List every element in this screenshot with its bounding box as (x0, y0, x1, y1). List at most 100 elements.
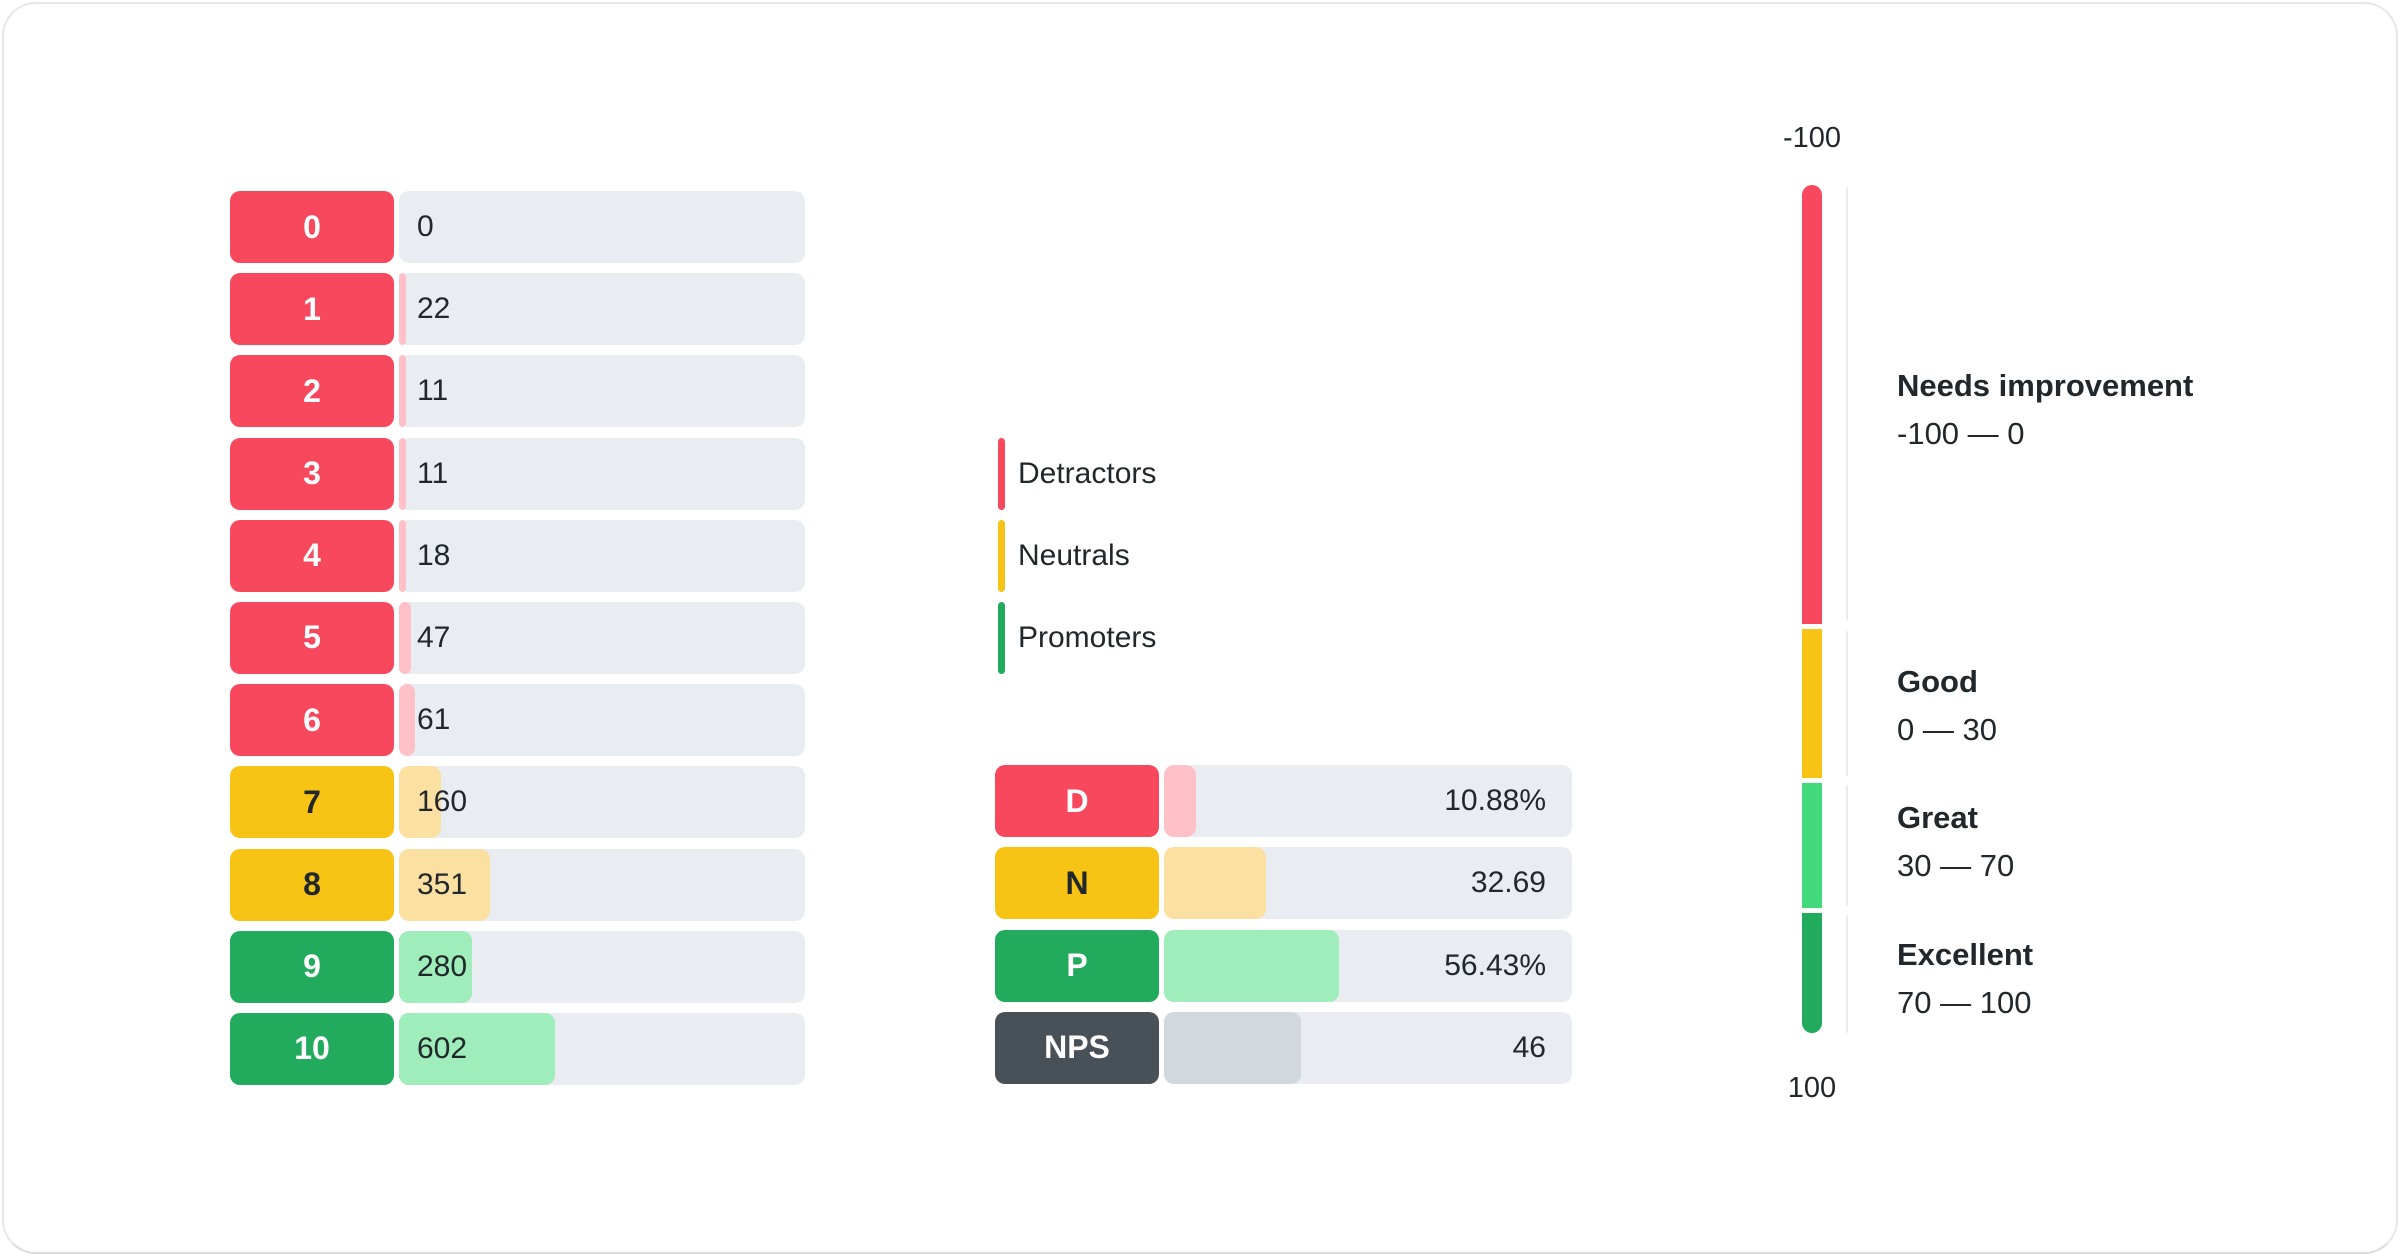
score-track-6: 61 (399, 684, 805, 757)
score-row-2: 2 11 (230, 355, 805, 428)
gauge-axis-top-label: -100 (1782, 122, 1842, 154)
gauge-divider-segment (1846, 785, 1848, 906)
gauge-divider-segment (1846, 187, 1848, 620)
score-value-6: 61 (417, 703, 451, 737)
score-row-0: 0 0 (230, 191, 805, 263)
legend-label-detractors: Detractors (1018, 457, 1157, 490)
gauge-zone-good (1802, 629, 1822, 778)
score-row-3: 3 11 (230, 437, 805, 510)
score-fill-10 (399, 1012, 556, 1085)
summary-row-promoters: P 56.43% (995, 929, 1572, 1002)
zone-title: Good (1897, 664, 1978, 699)
score-row-5: 5 47 (230, 601, 805, 674)
score-label-0: 0 (230, 191, 394, 263)
score-value-2: 11 (417, 374, 449, 408)
score-track-9: 280 (399, 930, 805, 1003)
summary-fill-p (1164, 929, 1340, 1002)
summary-value-d: 10.88% (1444, 784, 1546, 817)
score-fill-5 (399, 601, 412, 674)
score-track-7: 160 (399, 766, 805, 839)
summary-fill-nps (1164, 1011, 1302, 1084)
gauge-divider-segment (1846, 631, 1848, 776)
score-fill-2 (399, 355, 406, 428)
score-fill-8 (399, 848, 491, 921)
zone-title: Excellent (1897, 937, 2034, 972)
score-track-4: 18 (399, 519, 805, 592)
score-value-3: 11 (417, 456, 449, 490)
gauge-label-great: Great 30 — 70 (1897, 801, 2014, 883)
score-label-4: 4 (230, 519, 394, 592)
summary-track-n: 32.69 (1164, 847, 1572, 920)
score-row-9: 9 280 (230, 930, 805, 1003)
gauge-label-needs-improvement: Needs improvement -100 — 0 (1897, 369, 2193, 451)
legend: Detractors Neutrals Promoters (998, 438, 1156, 674)
score-label-9: 9 (230, 930, 394, 1003)
score-track-0: 0 (399, 191, 805, 263)
neutrals-color-tick (998, 520, 1005, 592)
summary-label-nps: NPS (995, 1011, 1159, 1084)
score-value-0: 0 (417, 210, 434, 243)
score-value-1: 22 (417, 292, 451, 326)
score-row-4: 4 18 (230, 519, 805, 592)
score-label-8: 8 (230, 848, 394, 921)
zone-range: 0 — 30 (1897, 712, 1997, 747)
score-value-9: 280 (417, 949, 468, 983)
score-track-2: 11 (399, 355, 805, 428)
score-label-2: 2 (230, 355, 394, 428)
zone-title: Great (1897, 800, 1978, 835)
score-label-5: 5 (230, 601, 394, 674)
summary-value-p: 56.43% (1444, 948, 1546, 982)
score-distribution-chart: 0 0 1 22 2 11 3 11 4 18 5 (230, 191, 805, 1085)
nps-summary-chart: D 10.88% N 32.69 P 56.43% NPS 46 (995, 765, 1572, 1084)
score-label-1: 1 (230, 273, 394, 346)
summary-label-d: D (995, 765, 1159, 837)
promoters-color-tick (998, 602, 1005, 674)
score-value-7: 160 (417, 785, 468, 819)
score-row-1: 1 22 (230, 273, 805, 346)
score-track-5: 47 (399, 601, 805, 674)
summary-value-nps: 46 (1512, 1030, 1546, 1064)
score-row-10: 10 602 (230, 1012, 805, 1085)
summary-fill-d (1164, 765, 1197, 837)
score-label-6: 6 (230, 684, 394, 757)
score-row-6: 6 61 (230, 684, 805, 757)
zone-range: 30 — 70 (1897, 848, 2015, 883)
zone-title: Needs improvement (1897, 368, 2194, 403)
score-track-1: 22 (399, 273, 805, 346)
gauge-zone-great (1802, 783, 1822, 908)
summary-row-neutrals: N 32.69 (995, 847, 1572, 920)
score-fill-6 (399, 684, 415, 757)
score-fill-3 (399, 437, 406, 510)
gauge-label-good: Good 0 — 30 (1897, 665, 1997, 747)
legend-item-detractors: Detractors (998, 438, 1156, 510)
zone-range: -100 — 0 (1897, 416, 2025, 451)
zone-range: 70 — 100 (1897, 985, 2032, 1020)
summary-value-n: 32.69 (1470, 866, 1546, 900)
score-value-5: 47 (417, 620, 451, 654)
summary-row-detractors: D 10.88% (995, 765, 1572, 837)
summary-track-p: 56.43% (1164, 929, 1572, 1002)
score-track-10: 602 (399, 1012, 805, 1085)
legend-label-promoters: Promoters (1018, 621, 1157, 654)
nps-gauge-bar (1802, 185, 1822, 1033)
score-track-3: 11 (399, 437, 805, 510)
score-label-3: 3 (230, 437, 394, 510)
summary-label-n: N (995, 847, 1159, 920)
score-value-8: 351 (417, 867, 468, 901)
score-label-7: 7 (230, 766, 394, 839)
legend-item-promoters: Promoters (998, 602, 1156, 674)
legend-label-neutrals: Neutrals (1018, 539, 1130, 572)
detractors-color-tick (998, 438, 1005, 510)
gauge-label-excellent: Excellent 70 — 100 (1897, 938, 2033, 1020)
score-row-7: 7 160 (230, 766, 805, 839)
gauge-zone-needs-improvement (1802, 185, 1822, 624)
gauge-zone-excellent (1802, 913, 1822, 1033)
summary-track-d: 10.88% (1164, 765, 1572, 837)
score-label-10: 10 (230, 1012, 394, 1085)
score-value-10: 602 (417, 1031, 468, 1065)
score-fill-7 (399, 766, 441, 839)
gauge-divider-segment (1846, 915, 1848, 1033)
score-fill-9 (399, 930, 472, 1003)
summary-fill-n (1164, 847, 1267, 920)
summary-label-p: P (995, 929, 1159, 1002)
